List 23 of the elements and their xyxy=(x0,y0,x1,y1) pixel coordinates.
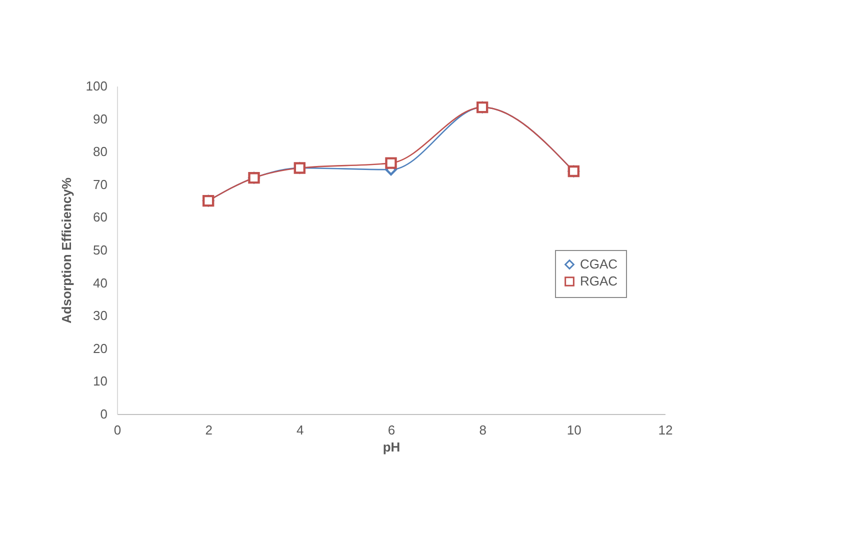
x-tick-label: 6 xyxy=(388,422,396,438)
x-axis-title: pH xyxy=(382,440,400,454)
y-tick-label: 50 xyxy=(93,242,108,258)
x-tick-label: 10 xyxy=(566,422,582,438)
x-tick-label: 8 xyxy=(479,422,486,438)
legend-label: RGAC xyxy=(580,274,618,288)
y-tick-label: 10 xyxy=(93,374,108,389)
y-tick-label: 30 xyxy=(93,308,108,324)
legend-label: CGAC xyxy=(580,256,618,272)
x-tick-label: 4 xyxy=(296,422,304,438)
y-tick-label: 60 xyxy=(93,210,108,225)
y-tick-label: 0 xyxy=(100,406,108,422)
y-tick-label: 40 xyxy=(93,275,108,290)
y-tick-label: 90 xyxy=(93,111,108,126)
x-tick-label: 2 xyxy=(205,422,212,438)
y-axis-title: Adsorption Efficiency% xyxy=(58,177,74,324)
x-tick-label: 0 xyxy=(114,422,122,438)
x-tick-label: 12 xyxy=(658,422,673,438)
y-tick-label: 70 xyxy=(93,176,108,192)
y-tick-label: 80 xyxy=(93,144,108,160)
y-tick-label: 100 xyxy=(86,78,108,94)
y-tick-label: 20 xyxy=(93,340,108,356)
point xyxy=(385,157,397,169)
